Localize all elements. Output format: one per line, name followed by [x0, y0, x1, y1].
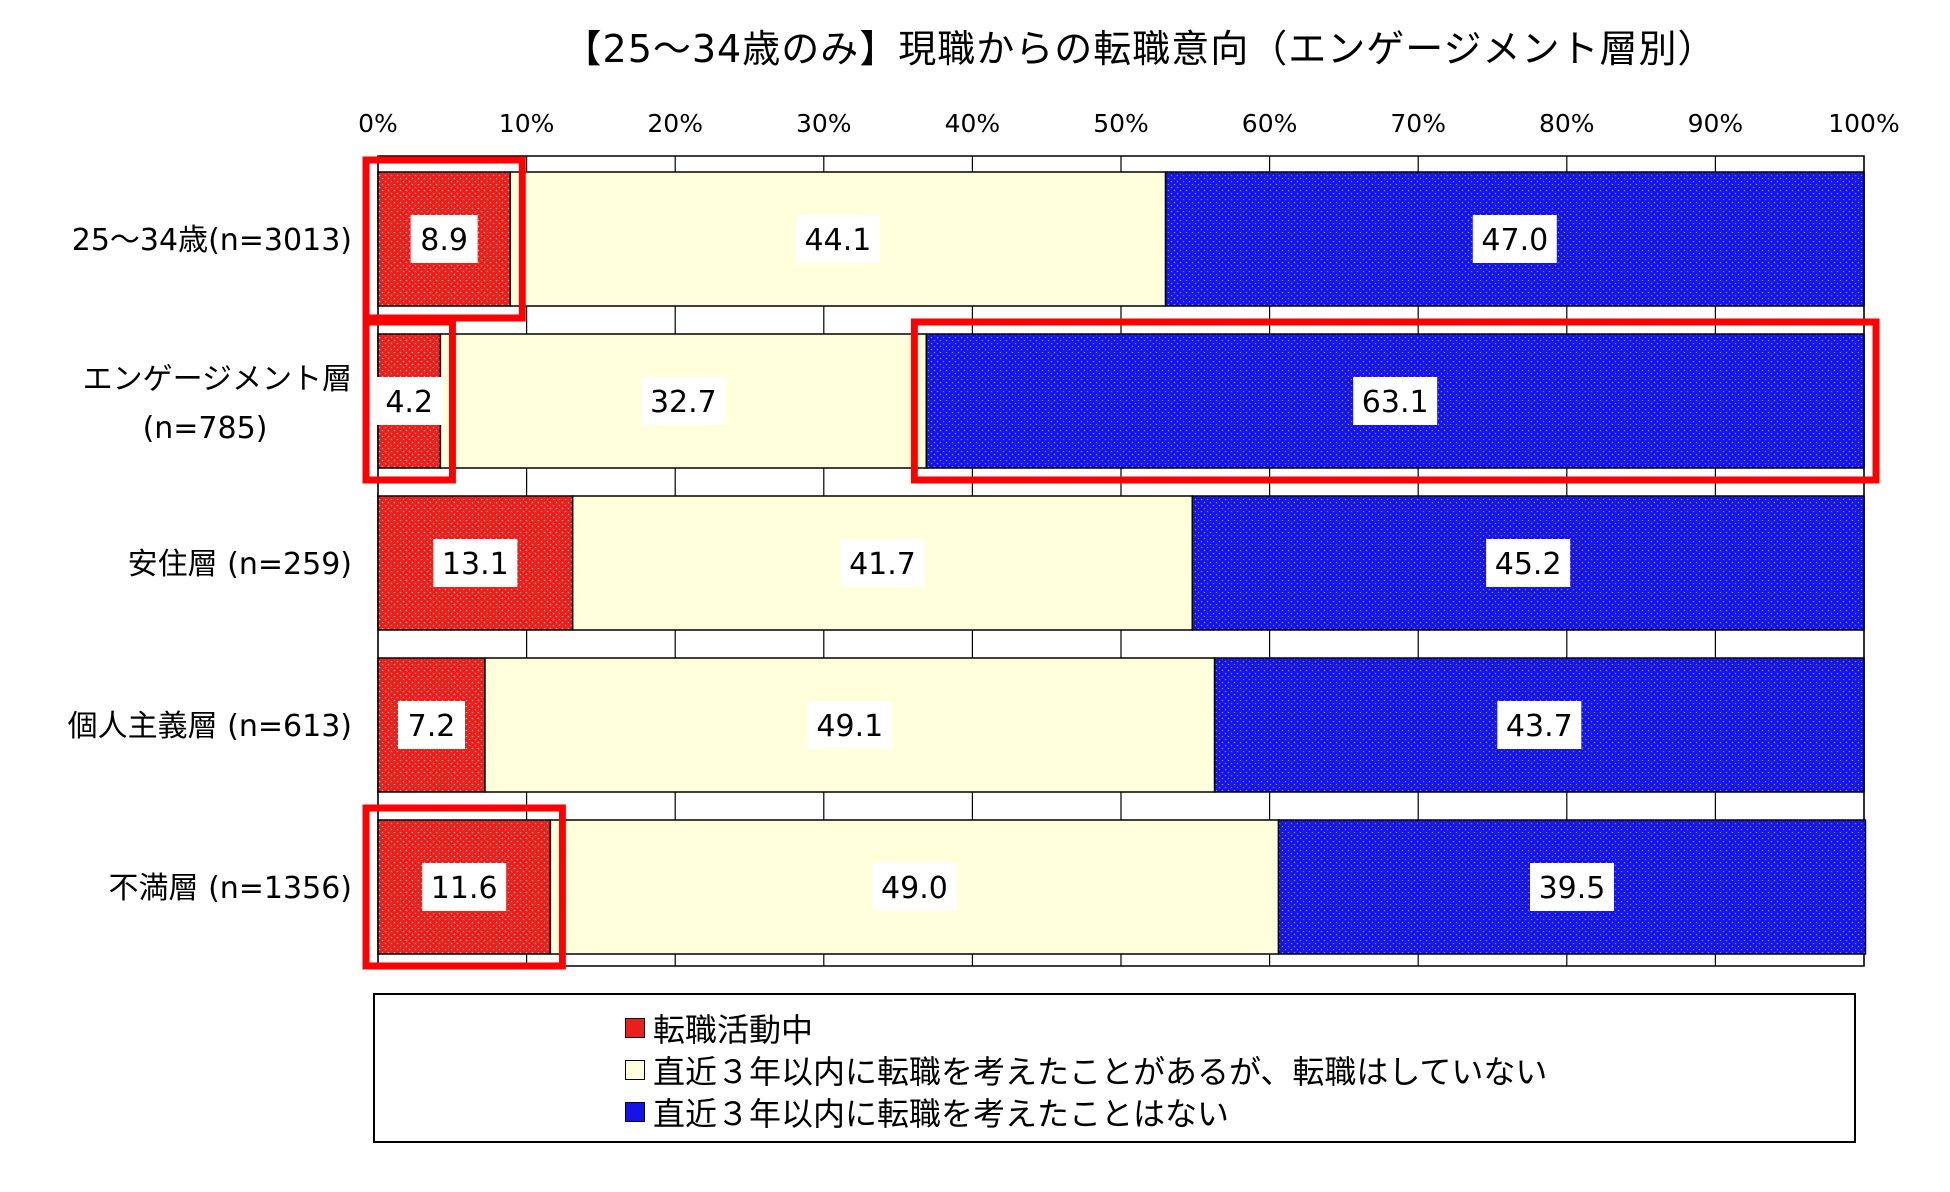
highlight-box	[362, 318, 456, 484]
data-label-box	[422, 863, 507, 911]
data-label: 41.7	[849, 547, 916, 582]
legend: 転職活動中 直近３年以内に転職を考えたことがあるが、転職はしていない 直近３年以…	[373, 993, 1856, 1143]
data-label-box	[1486, 539, 1571, 587]
x-tick-label: 80%	[1539, 109, 1595, 138]
data-label-box	[1530, 863, 1615, 911]
x-tick-label: 70%	[1390, 109, 1446, 138]
highlight-box	[362, 156, 526, 322]
category-label: 不満層 (n=1356)	[109, 871, 352, 906]
legend-label: 直近３年以内に転職を考えたことはない	[653, 1095, 1230, 1133]
category-label: エンゲージメント層	[83, 362, 352, 397]
data-label: 43.7	[1506, 709, 1573, 744]
category-label: 個人主義層 (n=613)	[68, 709, 352, 744]
category-label-sub: (n=785)	[143, 411, 268, 446]
x-tick-label: 100%	[1828, 109, 1899, 138]
legend-item-considered-not-changed: 直近３年以内に転職を考えたことがあるが、転職はしていない	[625, 1048, 1547, 1092]
category-label: 25～34歳(n=3013)	[72, 223, 352, 258]
data-label: 45.2	[1495, 547, 1562, 582]
legend-label: 転職活動中	[653, 1011, 814, 1049]
x-tick-label: 90%	[1688, 109, 1744, 138]
legend-swatch-blue	[625, 1102, 645, 1122]
legend-swatch-red	[625, 1018, 645, 1038]
data-label: 47.0	[1481, 223, 1548, 258]
x-tick-label: 20%	[647, 109, 703, 138]
data-label: 7.2	[408, 709, 456, 744]
data-label-box	[840, 539, 925, 587]
highlight-box	[910, 318, 1880, 484]
data-label-box	[1497, 701, 1582, 749]
chart-title: 【25～34歳のみ】現職からの転職意向（エンゲージメント層別）	[563, 27, 1717, 71]
data-label: 49.1	[816, 709, 883, 744]
data-label-box	[641, 377, 726, 425]
data-label: 4.2	[385, 385, 433, 420]
x-tick-label: 10%	[499, 109, 555, 138]
data-label: 13.1	[442, 547, 509, 582]
data-label: 63.1	[1362, 385, 1429, 420]
data-label-box	[1472, 215, 1557, 263]
data-label: 44.1	[805, 223, 872, 258]
x-tick-label: 60%	[1242, 109, 1298, 138]
bars	[377, 171, 1867, 955]
x-tick-label: 0%	[358, 109, 398, 138]
data-label-box	[795, 215, 880, 263]
category-label: 安住層 (n=259)	[128, 547, 352, 582]
data-label: 8.9	[420, 223, 468, 258]
x-tick-label: 50%	[1093, 109, 1149, 138]
x-tick-label: 40%	[945, 109, 1001, 138]
highlight-box	[362, 804, 566, 970]
data-label: 49.0	[881, 871, 948, 906]
data-label-box	[807, 701, 892, 749]
legend-swatch-cream	[625, 1060, 645, 1080]
data-label: 39.5	[1539, 871, 1606, 906]
data-label-box	[1353, 377, 1438, 425]
data-label-box	[433, 539, 518, 587]
x-axis-ticks: 0% 10% 20% 30% 40% 50% 60% 70% 80% 90% 100%	[358, 109, 1900, 138]
legend-label: 直近３年以内に転職を考えたことがあるが、転職はしていない	[653, 1053, 1548, 1091]
data-label-box	[375, 377, 443, 425]
data-label: 32.7	[650, 385, 717, 420]
data-label: 11.6	[431, 871, 498, 906]
data-label-box	[397, 701, 465, 749]
legend-item-active-job-hunting: 転職活動中	[625, 1006, 813, 1050]
data-label-box	[872, 863, 957, 911]
data-labels: 8.9 44.1 47.0 4.2 32.7 63.1 13.1 41.7 45.2 7.2 49.…	[375, 215, 1615, 911]
category-labels: 25～34歳(n=3013) エンゲージメント層 (n=785) 安住層 (n=259…	[68, 223, 352, 906]
legend-item-never-considered: 直近３年以内に転職を考えたことはない	[625, 1090, 1229, 1134]
data-label-box	[410, 215, 478, 263]
highlight-boxes	[362, 156, 1880, 970]
x-tick-label: 30%	[796, 109, 852, 138]
